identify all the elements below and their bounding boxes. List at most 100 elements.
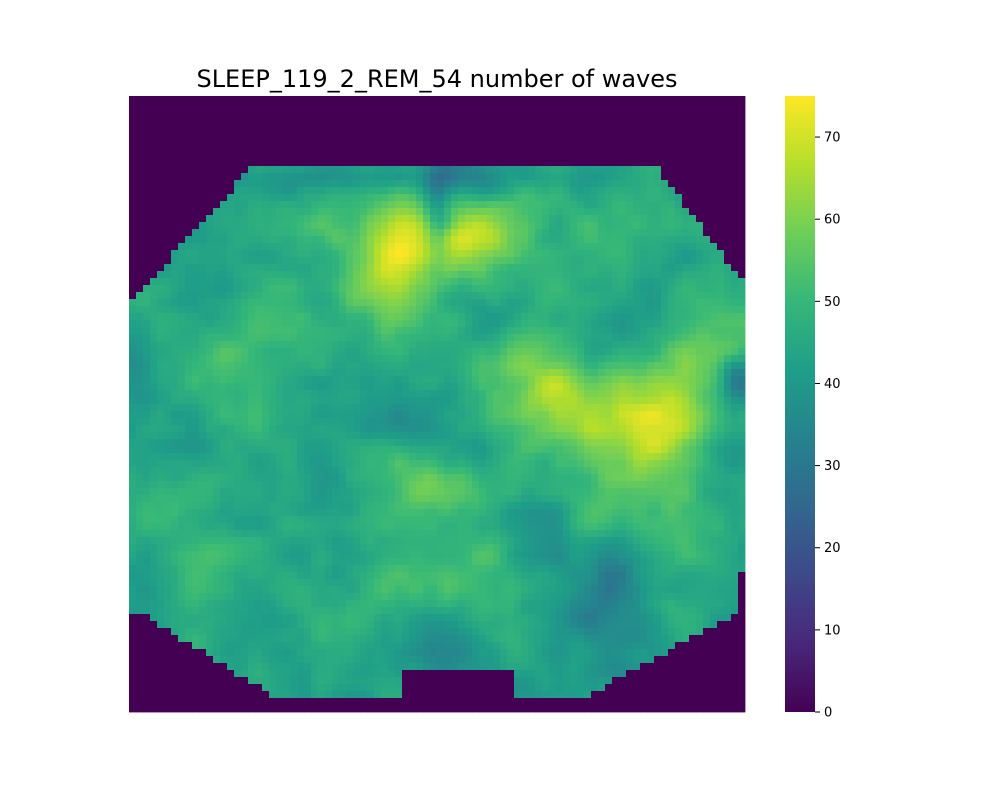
heatmap-cell <box>227 166 235 174</box>
heatmap-cell <box>661 194 669 202</box>
heatmap-cell <box>703 411 711 419</box>
heatmap-cell <box>332 180 340 188</box>
heatmap-cell <box>381 383 389 391</box>
heatmap-cell <box>185 418 193 426</box>
heatmap-cell <box>395 341 403 349</box>
heatmap-cell <box>738 264 746 272</box>
heatmap-cell <box>367 425 375 433</box>
heatmap-cell <box>353 271 361 279</box>
heatmap-cell <box>164 222 172 230</box>
heatmap-cell <box>619 145 627 153</box>
heatmap-cell <box>738 145 746 153</box>
heatmap-cell <box>521 376 529 384</box>
heatmap-cell <box>689 446 697 454</box>
heatmap-cell <box>402 180 410 188</box>
heatmap-cell <box>353 180 361 188</box>
heatmap-cell <box>437 474 445 482</box>
heatmap-cell <box>682 355 690 363</box>
heatmap-cell <box>682 152 690 160</box>
heatmap-cell <box>640 173 648 181</box>
heatmap-cell <box>486 236 494 244</box>
heatmap-cell <box>703 341 711 349</box>
heatmap-cell <box>479 390 487 398</box>
heatmap-cell <box>598 425 606 433</box>
heatmap-cell <box>388 320 396 328</box>
heatmap-cell <box>472 124 480 132</box>
heatmap-cell <box>374 166 382 174</box>
heatmap-cell <box>164 250 172 258</box>
heatmap-cell <box>269 348 277 356</box>
heatmap-cell <box>381 278 389 286</box>
heatmap-cell <box>262 201 270 209</box>
heatmap-cell <box>521 439 529 447</box>
heatmap-cell <box>262 306 270 314</box>
heatmap-cell <box>136 383 144 391</box>
heatmap-cell <box>633 474 641 482</box>
heatmap-cell <box>675 439 683 447</box>
heatmap-cell <box>276 257 284 265</box>
heatmap-cell <box>633 166 641 174</box>
heatmap-cell <box>388 481 396 489</box>
heatmap-cell <box>696 355 704 363</box>
heatmap-cell <box>535 306 543 314</box>
heatmap-cell <box>423 117 431 125</box>
heatmap-cell <box>241 299 249 307</box>
heatmap-cell <box>598 138 606 146</box>
heatmap-cell <box>535 152 543 160</box>
heatmap-cell <box>416 215 424 223</box>
heatmap-cell <box>696 271 704 279</box>
heatmap-cell <box>668 397 676 405</box>
heatmap-cell <box>374 348 382 356</box>
heatmap-cell <box>486 278 494 286</box>
heatmap-cell <box>717 117 725 125</box>
heatmap-cell <box>395 215 403 223</box>
heatmap-cell <box>738 215 746 223</box>
heatmap-cell <box>437 439 445 447</box>
heatmap-cell <box>164 453 172 461</box>
heatmap-cell <box>129 334 137 342</box>
heatmap-cell <box>199 432 207 440</box>
heatmap-cell <box>185 131 193 139</box>
heatmap-cell <box>388 439 396 447</box>
heatmap-cell <box>675 145 683 153</box>
heatmap-cell <box>374 355 382 363</box>
heatmap-cell <box>339 397 347 405</box>
heatmap-cell <box>472 348 480 356</box>
heatmap-cell <box>591 166 599 174</box>
heatmap-cell <box>661 236 669 244</box>
heatmap-cell <box>493 313 501 321</box>
heatmap-cell <box>605 166 613 174</box>
heatmap-cell <box>318 117 326 125</box>
heatmap-cell <box>710 439 718 447</box>
heatmap-cell <box>493 341 501 349</box>
heatmap-cell <box>661 467 669 475</box>
heatmap-cell <box>283 285 291 293</box>
heatmap-cell <box>570 432 578 440</box>
heatmap-cell <box>199 285 207 293</box>
heatmap-cell <box>556 467 564 475</box>
heatmap-cell <box>521 320 529 328</box>
heatmap-cell <box>563 481 571 489</box>
heatmap-cell <box>206 250 214 258</box>
heatmap-cell <box>437 390 445 398</box>
heatmap-cell <box>423 467 431 475</box>
heatmap-cell <box>185 173 193 181</box>
heatmap-cell <box>388 285 396 293</box>
heatmap-cell <box>185 397 193 405</box>
heatmap-cell <box>290 173 298 181</box>
heatmap-cell <box>339 257 347 265</box>
heatmap-cell <box>724 215 732 223</box>
heatmap-cell <box>486 404 494 412</box>
heatmap-cell <box>738 481 746 489</box>
heatmap-cell <box>493 369 501 377</box>
heatmap-cell <box>696 313 704 321</box>
heatmap-cell <box>157 215 165 223</box>
heatmap-cell <box>157 187 165 195</box>
heatmap-cell <box>367 236 375 244</box>
heatmap-cell <box>451 481 459 489</box>
heatmap-cell <box>346 166 354 174</box>
heatmap-cell <box>444 201 452 209</box>
heatmap-cell <box>255 250 263 258</box>
heatmap-cell <box>556 439 564 447</box>
heatmap-cell <box>346 124 354 132</box>
